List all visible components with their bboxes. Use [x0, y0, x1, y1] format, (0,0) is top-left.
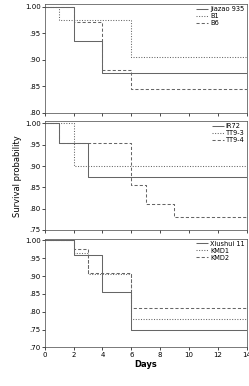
- TT9-4: [144, 183, 147, 188]
- KMD2: [130, 270, 133, 275]
- TT9-3: [72, 164, 75, 168]
- TT9-3: [245, 164, 248, 168]
- KMD1: [72, 251, 75, 255]
- B6: [130, 86, 133, 91]
- IR72: [58, 121, 61, 126]
- Line: TT9-4: TT9-4: [45, 124, 247, 217]
- KMD2: [87, 270, 90, 275]
- TT9-4: [43, 121, 46, 126]
- TT9-4: [173, 202, 176, 207]
- B6: [245, 86, 248, 91]
- Y-axis label: Survival probability: Survival probability: [13, 135, 22, 217]
- TT9-4: [58, 140, 61, 145]
- B1: [58, 4, 61, 9]
- KMD1: [87, 251, 90, 255]
- KMD1: [130, 272, 133, 277]
- Xiushui 11: [101, 252, 104, 257]
- TT9-3: [72, 121, 75, 126]
- Xiushui 11: [43, 238, 46, 243]
- Line: B6: B6: [45, 7, 247, 89]
- KMD1: [87, 272, 90, 277]
- X-axis label: Days: Days: [134, 361, 157, 369]
- IR72: [43, 121, 46, 126]
- B6: [101, 68, 104, 73]
- TT9-4: [173, 215, 176, 220]
- B1: [43, 4, 46, 9]
- B1: [58, 17, 61, 22]
- Xiushui 11: [130, 327, 133, 332]
- Xiushui 11: [245, 327, 248, 332]
- IR72: [87, 174, 90, 179]
- Line: TT9-3: TT9-3: [45, 124, 247, 166]
- Jiazao 935: [101, 39, 104, 43]
- KMD1: [130, 317, 133, 321]
- TT9-4: [130, 183, 133, 188]
- B6: [72, 20, 75, 25]
- B1: [245, 54, 248, 59]
- IR72: [58, 140, 61, 145]
- Legend: Jiazao 935, B1, B6: Jiazao 935, B1, B6: [196, 5, 245, 27]
- B1: [130, 54, 133, 59]
- Line: IR72: IR72: [45, 124, 247, 177]
- B6: [101, 20, 104, 25]
- IR72: [245, 174, 248, 179]
- Xiushui 11: [72, 238, 75, 243]
- Jiazao 935: [72, 4, 75, 9]
- KMD2: [43, 238, 46, 243]
- Line: KMD2: KMD2: [45, 240, 247, 308]
- TT9-4: [144, 202, 147, 207]
- Line: Xiushui 11: Xiushui 11: [45, 240, 247, 330]
- KMD2: [245, 306, 248, 310]
- KMD1: [245, 317, 248, 321]
- Jiazao 935: [101, 71, 104, 75]
- Jiazao 935: [245, 71, 248, 75]
- Legend: IR72, TT9-3, TT9-4: IR72, TT9-3, TT9-4: [211, 123, 245, 144]
- B6: [43, 4, 46, 9]
- TT9-4: [58, 121, 61, 126]
- TT9-4: [130, 140, 133, 145]
- IR72: [87, 140, 90, 145]
- Xiushui 11: [72, 252, 75, 257]
- B6: [72, 4, 75, 9]
- B6: [130, 68, 133, 73]
- KMD2: [72, 238, 75, 243]
- Jiazao 935: [43, 4, 46, 9]
- KMD2: [130, 306, 133, 310]
- TT9-4: [245, 215, 248, 220]
- Legend: Xiushui 11, KMD1, KMD2: Xiushui 11, KMD1, KMD2: [195, 240, 245, 261]
- Xiushui 11: [130, 290, 133, 295]
- KMD1: [72, 238, 75, 243]
- Line: Jiazao 935: Jiazao 935: [45, 7, 247, 73]
- Line: KMD1: KMD1: [45, 240, 247, 319]
- B1: [130, 17, 133, 22]
- Jiazao 935: [72, 39, 75, 43]
- TT9-3: [43, 121, 46, 126]
- Line: B1: B1: [45, 7, 247, 57]
- KMD1: [43, 238, 46, 243]
- KMD2: [87, 247, 90, 252]
- Xiushui 11: [101, 290, 104, 295]
- KMD2: [72, 247, 75, 252]
